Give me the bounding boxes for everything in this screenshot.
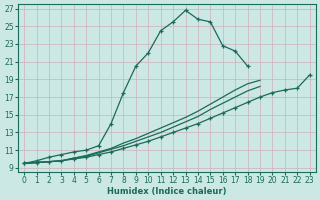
X-axis label: Humidex (Indice chaleur): Humidex (Indice chaleur) [107, 187, 227, 196]
